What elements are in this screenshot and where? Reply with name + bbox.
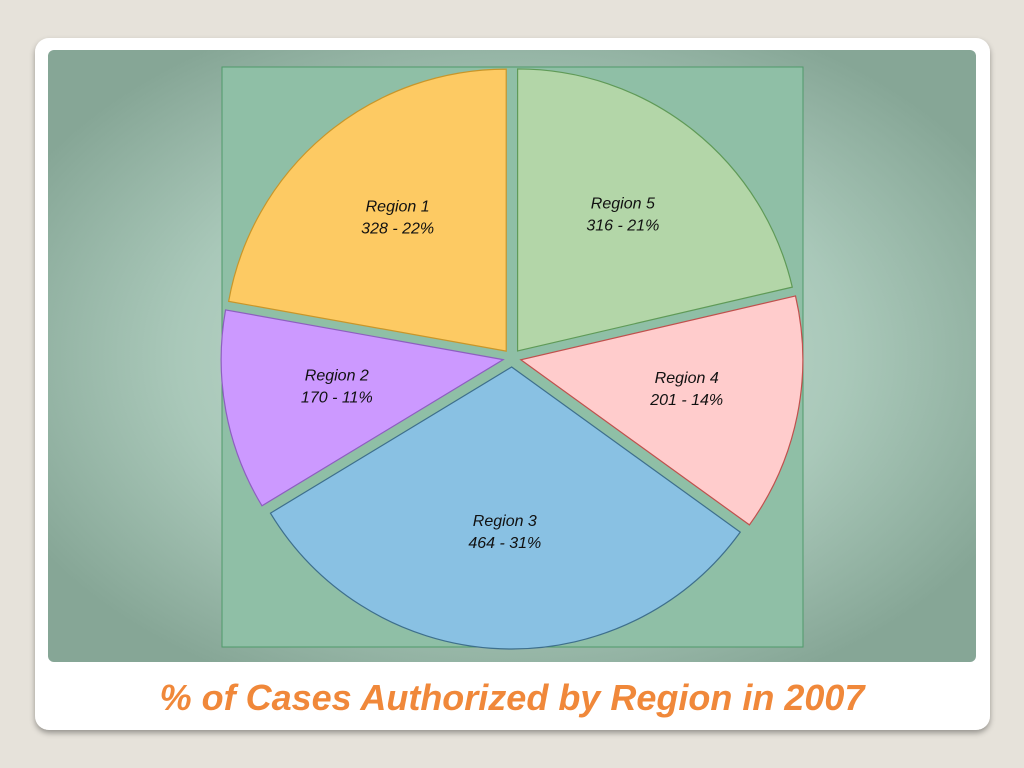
slice-label: Region 4 <box>655 370 719 387</box>
slice-value-label: 316 - 21% <box>586 217 659 234</box>
slice-label: Region 5 <box>591 195 655 212</box>
pie-slice <box>269 366 742 650</box>
pie: Region 1 328 - 22% Region 2 170 - 11% Region… <box>220 68 804 650</box>
slice-label: Region 1 <box>366 198 430 215</box>
pie-slice <box>220 309 505 507</box>
chart-title: % of Cases Authorized by Region in 2007 <box>160 677 867 718</box>
slice-label: Region 3 <box>473 513 537 530</box>
slice-value-label: 201 - 14% <box>649 392 723 409</box>
slice-label: Region 2 <box>305 368 369 385</box>
pie-slice <box>516 68 793 352</box>
pie-slice <box>227 68 507 352</box>
slice-value-label: 328 - 22% <box>361 220 434 237</box>
slice-value-label: 464 - 31% <box>468 535 541 552</box>
pie-slice <box>519 295 804 526</box>
slice-value-label: 170 - 11% <box>301 390 373 407</box>
